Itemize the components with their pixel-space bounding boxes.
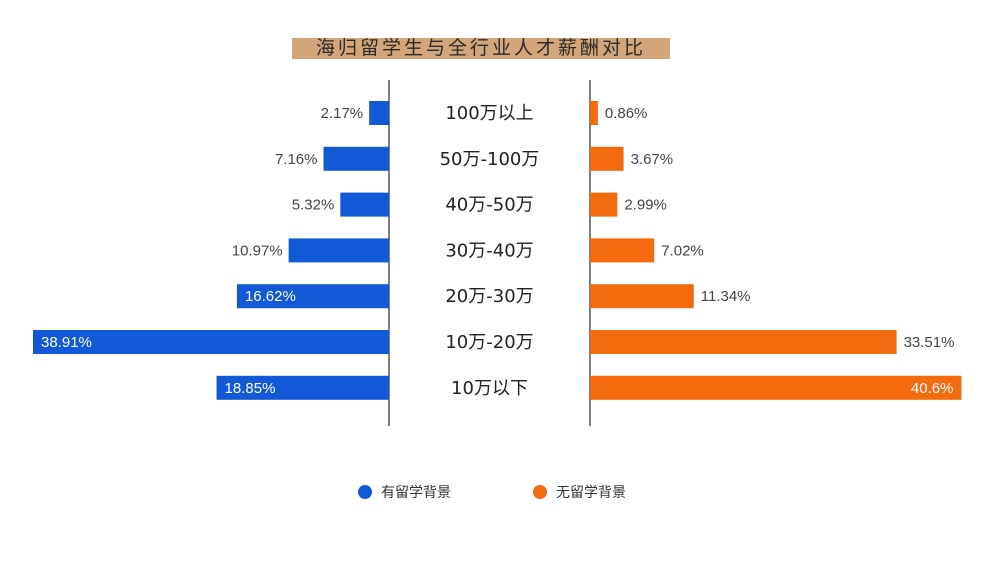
legend-label-no-abroad: 无留学背景 <box>556 485 626 501</box>
category-label: 30万-40万 <box>445 240 533 261</box>
category-label: 20万-30万 <box>445 286 533 307</box>
bars-group: 100万以上 2.17% 0.86% 50万-100万 7.16% 3.67% 40万-50… <box>33 101 962 400</box>
value-label-no-abroad: 11.34% <box>701 288 751 305</box>
bar-abroad <box>236 284 389 309</box>
bar-abroad <box>369 101 389 125</box>
bar-abroad <box>323 146 389 171</box>
category-label: 50万-100万 <box>440 149 540 170</box>
value-label-no-abroad: 7.02% <box>661 242 704 259</box>
bar-abroad <box>288 238 389 263</box>
title-band <box>292 38 670 59</box>
value-label-abroad: 18.85% <box>225 380 276 397</box>
value-label-abroad: 7.16% <box>275 151 318 168</box>
bar-no-abroad <box>590 330 897 354</box>
value-label-no-abroad: 3.67% <box>631 151 674 168</box>
category-label: 100万以上 <box>445 103 533 124</box>
category-label: 40万-50万 <box>445 195 533 216</box>
bar-no-abroad <box>590 192 618 217</box>
bar-no-abroad <box>590 146 624 171</box>
legend: 有留学背景 无留学背景 <box>358 485 626 501</box>
bar-no-abroad <box>590 101 598 125</box>
bar-no-abroad <box>590 284 694 309</box>
bar-abroad <box>33 330 389 354</box>
bar-no-abroad <box>590 375 962 400</box>
bar-abroad <box>340 192 389 217</box>
category-label: 10万-20万 <box>445 332 533 353</box>
chart-title: 海归留学生与全行业人才薪酬对比 <box>316 37 646 59</box>
bar-abroad <box>216 375 389 400</box>
value-label-no-abroad: 2.99% <box>624 197 667 214</box>
value-label-abroad: 16.62% <box>245 288 296 305</box>
value-label-abroad: 10.97% <box>232 242 283 259</box>
legend-dot-abroad <box>358 485 372 499</box>
value-label-no-abroad: 0.86% <box>605 105 648 122</box>
value-label-no-abroad: 33.51% <box>904 334 955 351</box>
category-label: 10万以下 <box>451 378 528 399</box>
value-label-abroad: 38.91% <box>41 334 92 351</box>
value-label-no-abroad: 40.6% <box>911 380 954 397</box>
value-label-abroad: 5.32% <box>292 197 335 214</box>
bar-no-abroad <box>590 238 655 263</box>
legend-label-abroad: 有留学背景 <box>381 485 451 501</box>
legend-dot-no-abroad <box>533 485 547 499</box>
value-label-abroad: 2.17% <box>321 105 364 122</box>
